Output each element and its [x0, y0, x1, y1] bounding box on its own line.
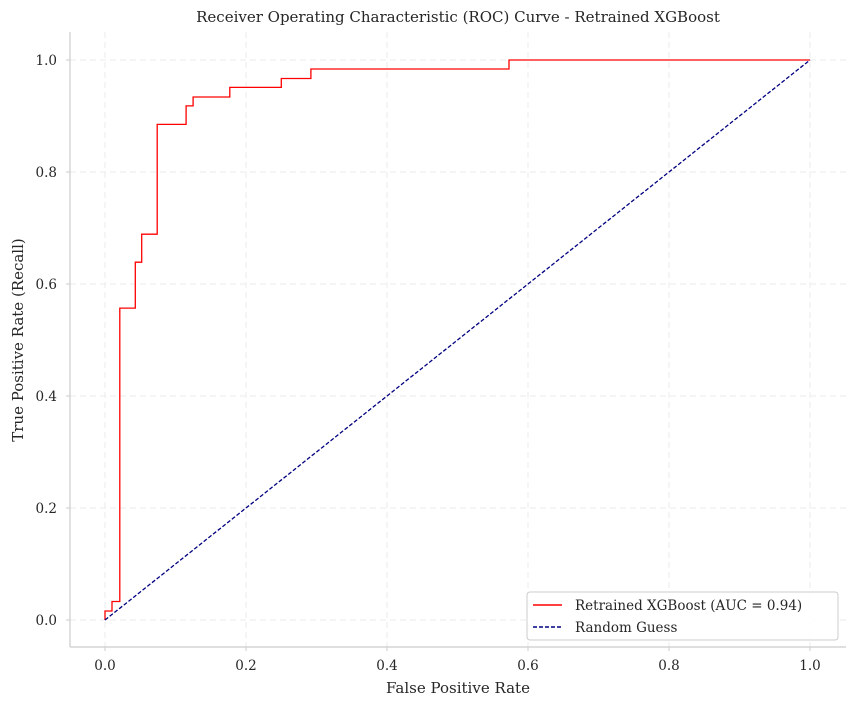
y-tick-label: 0.4	[36, 389, 57, 405]
y-axis-ticks: 0.0 0.2 0.4 0.6 0.8 1.0	[36, 53, 70, 629]
y-tick-label: 0.6	[36, 277, 57, 293]
y-tick-label: 1.0	[36, 53, 57, 69]
y-axis-label: True Positive Rate (Recall)	[9, 238, 27, 442]
legend-label-xgboost: Retrained XGBoost (AUC = 0.94)	[575, 598, 802, 614]
x-axis-label: False Positive Rate	[386, 679, 530, 697]
legend: Retrained XGBoost (AUC = 0.94) Random Gu…	[526, 591, 839, 641]
x-tick-label: 0.2	[235, 658, 256, 674]
grid-lines	[70, 32, 846, 647]
random-guess-line	[104, 59, 811, 621]
x-tick-label: 1.0	[799, 658, 820, 674]
x-axis-ticks: 0.0 0.2 0.4 0.6 0.8 1.0	[94, 647, 821, 674]
y-tick-label: 0.0	[36, 613, 57, 629]
axes-spines	[69, 32, 846, 648]
x-tick-label: 0.6	[517, 658, 538, 674]
x-tick-label: 0.4	[376, 658, 397, 674]
roc-curve-xgboost	[104, 59, 810, 620]
y-tick-label: 0.2	[36, 501, 57, 517]
plot-lines	[104, 59, 811, 621]
chart-title: Receiver Operating Characteristic (ROC) …	[196, 8, 720, 26]
x-tick-label: 0.0	[94, 658, 115, 674]
y-tick-label: 0.8	[36, 165, 57, 181]
legend-label-random: Random Guess	[575, 620, 677, 636]
x-tick-label: 0.8	[658, 658, 679, 674]
